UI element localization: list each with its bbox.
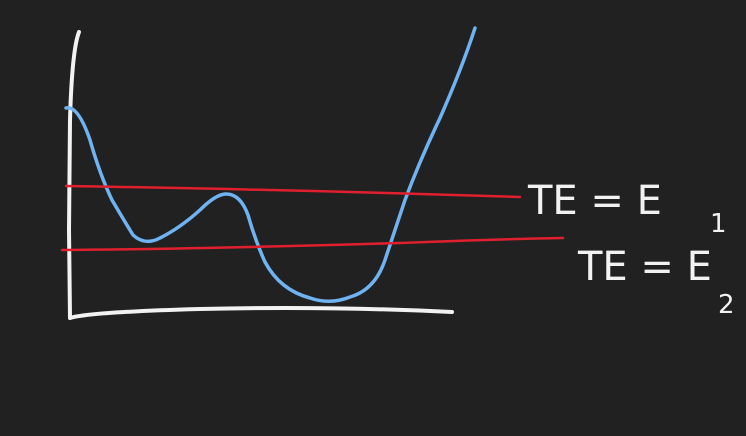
x-axis (68, 306, 454, 320)
label-e2-subscript: 2 (718, 290, 735, 320)
y-axis (67, 30, 81, 320)
label-e1-subscript: 1 (710, 209, 727, 239)
label-e2: TE = E (577, 244, 712, 290)
label-e1-main: TE = E (527, 178, 662, 224)
potential-energy-curve (64, 26, 477, 303)
label-e1: TE = E (527, 178, 662, 224)
energy-line-e2 (60, 236, 565, 252)
label-e2-main: TE = E (577, 244, 712, 290)
energy-line-e1 (64, 184, 522, 199)
